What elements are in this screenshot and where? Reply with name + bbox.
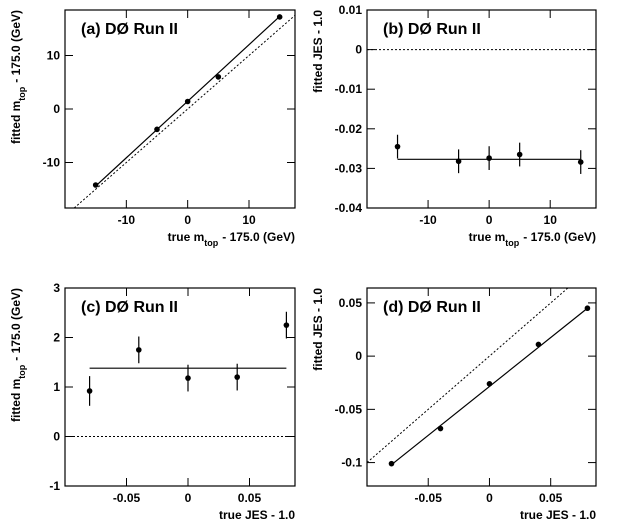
y-axis-label: fitted mtop - 175.0 (GeV) <box>9 288 27 422</box>
label-part: fitted JES - 1.0 <box>311 288 325 371</box>
reference-line <box>73 14 295 208</box>
y-tick-label: -0.1 <box>341 456 362 470</box>
label-part: - 175.0 (GeV) <box>9 288 23 361</box>
plot-frame <box>366 9 597 209</box>
data-point <box>283 322 290 328</box>
y-tick-label: -0.03 <box>335 161 363 175</box>
label-part: - 175.0 (GeV) <box>9 10 23 83</box>
x-tick-label: -0.05 <box>415 491 443 505</box>
data-point <box>516 151 523 158</box>
y-tick-label: -0.02 <box>335 122 363 136</box>
x-tick-label: -0.05 <box>113 491 141 505</box>
y-tick-label: 2 <box>53 331 60 345</box>
data-point <box>394 143 401 150</box>
x-tick-label: -10 <box>419 213 437 227</box>
data-point <box>185 375 191 381</box>
y-tick-label: -0.05 <box>335 402 363 416</box>
panel-title: (b) DØ Run II <box>383 21 481 38</box>
data-point <box>577 159 584 165</box>
x-axis-label: true JES - 1.0 <box>520 508 596 522</box>
subscript: top <box>204 238 218 248</box>
label-part: true JES - 1.0 <box>520 508 596 522</box>
y-axis-label: fitted JES - 1.0 <box>311 10 325 93</box>
x-axis-label: true mtop - 175.0 (GeV) <box>469 230 596 248</box>
x-axis-label: true JES - 1.0 <box>219 508 295 522</box>
data-point <box>486 155 492 161</box>
x-tick-label: 0.05 <box>539 491 563 505</box>
x-tick-label: -10 <box>118 213 136 227</box>
subscript: top <box>505 238 519 248</box>
reference-line <box>367 288 569 463</box>
panel: -0.05 0 0.05 -1 0 1 2 3 (c) DØ Run II true JES - … <box>9 281 296 522</box>
panel-title: (d) DØ Run II <box>383 299 481 316</box>
panel: -10 0 10 -0.04 -0.03 -0.02 -0.01 0 0.01 (b) DØ Ru… <box>311 3 597 248</box>
y-tick-label: 0.01 <box>339 3 363 17</box>
y-tick-label: 0 <box>53 430 60 444</box>
data-point <box>92 182 99 188</box>
x-tick-label: 0 <box>185 491 192 505</box>
label-part: - 175.0 (GeV) <box>523 230 596 244</box>
y-tick-label: 0.05 <box>339 296 363 310</box>
y-tick-label: 0 <box>53 102 60 116</box>
label-part: true m <box>469 230 506 244</box>
data-point <box>86 388 93 394</box>
x-tick-label: 10 <box>242 213 256 227</box>
y-axis-label: fitted JES - 1.0 <box>311 288 325 371</box>
x-tick-label: 0 <box>486 491 493 505</box>
data-point <box>388 460 395 467</box>
y-tick-label: -1 <box>49 479 60 493</box>
label-part: - 175.0 (GeV) <box>222 230 295 244</box>
x-tick-label: 10 <box>544 213 558 227</box>
panel-title: (a) DØ Run II <box>81 21 178 38</box>
panel-title: (c) DØ Run II <box>81 299 178 316</box>
plot-frame <box>366 287 597 487</box>
y-tick-label: -0.04 <box>335 201 363 215</box>
label-part: fitted m <box>9 379 23 422</box>
y-axis-label: fitted mtop - 175.0 (GeV) <box>9 10 27 144</box>
label-part: true m <box>168 230 205 244</box>
data-point <box>234 374 240 380</box>
y-tick-label: 3 <box>53 281 60 295</box>
y-tick-label: -0.01 <box>335 82 363 96</box>
y-tick-label: 0 <box>355 349 362 363</box>
data-point <box>135 347 142 353</box>
label-part: true JES - 1.0 <box>219 508 295 522</box>
x-tick-label: 0 <box>486 213 493 227</box>
x-axis-label: true mtop - 175.0 (GeV) <box>168 230 295 248</box>
subscript: top <box>17 86 27 100</box>
y-tick-label: 10 <box>47 48 61 62</box>
fit-line <box>391 307 588 466</box>
x-tick-label: 0 <box>184 213 191 227</box>
y-tick-label: -10 <box>43 156 61 170</box>
label-part: fitted JES - 1.0 <box>311 10 325 93</box>
y-tick-label: 1 <box>53 380 60 394</box>
subscript: top <box>17 364 27 378</box>
data-point <box>215 74 222 80</box>
panel: -0.05 0 0.05 -0.1 -0.05 0 0.05 (d) DØ Run II tru… <box>311 287 597 522</box>
x-tick-label: 0.05 <box>238 491 262 505</box>
label-part: fitted m <box>9 101 23 144</box>
plot-frame <box>64 287 296 487</box>
fit-line <box>95 15 281 187</box>
y-tick-label: 0 <box>355 43 362 57</box>
